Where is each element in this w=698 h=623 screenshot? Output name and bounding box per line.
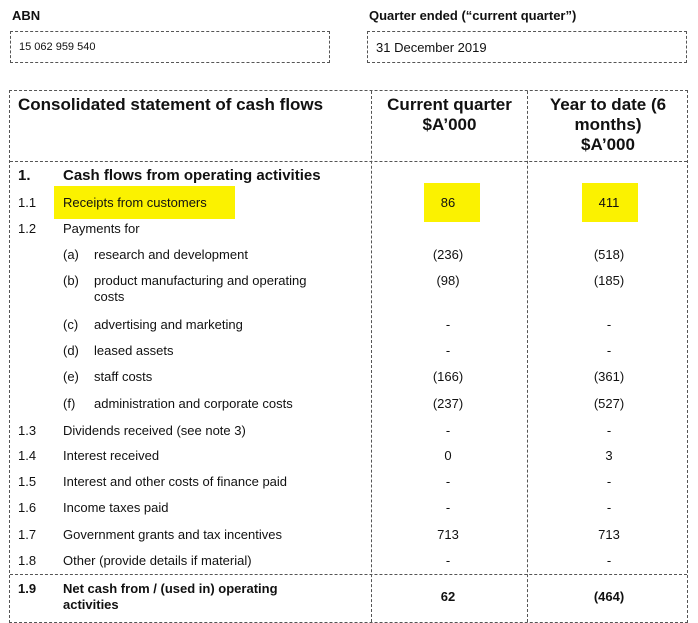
- current-quarter-value: 62: [440, 589, 456, 604]
- year-to-date-value: -: [606, 317, 612, 332]
- row-label: Receipts from customers: [63, 195, 207, 210]
- year-to-date-value: 713: [598, 527, 620, 542]
- row-number: 1.6: [18, 500, 37, 515]
- row-number: 1.4: [18, 448, 37, 463]
- column-divider: [371, 91, 372, 622]
- current-quarter-value: (166): [432, 369, 464, 384]
- year-to-date-value: -: [606, 343, 612, 358]
- row-number: 1.1: [18, 195, 37, 210]
- year-to-date-value: -: [606, 423, 612, 438]
- year-to-date-value: (464): [593, 589, 625, 604]
- quarter-field: 31 December 2019: [367, 31, 687, 63]
- current-quarter-value: -: [445, 343, 451, 358]
- highlight-receipts-cq: [424, 183, 480, 222]
- row-sub-letter: (a): [63, 247, 79, 262]
- row-label: research and development: [94, 247, 248, 262]
- current-quarter-value: (236): [432, 247, 464, 262]
- row-number: 1.8: [18, 553, 37, 568]
- highlight-receipts-ytd: [582, 183, 638, 222]
- row-number: 1.7: [18, 527, 37, 542]
- current-quarter-value: -: [445, 317, 451, 332]
- row-label: Income taxes paid: [63, 500, 169, 515]
- abn-field: 15 062 959 540: [10, 31, 330, 63]
- abn-label: ABN: [12, 8, 41, 23]
- row-sub-letter: (b): [63, 273, 79, 288]
- abn-value: 15 062 959 540: [19, 41, 96, 53]
- current-quarter-value: -: [445, 500, 451, 515]
- current-quarter-value: (98): [436, 273, 460, 288]
- current-quarter-value: -: [445, 553, 451, 568]
- cash-flow-table: Consolidated statement of cash flows Cur…: [9, 90, 688, 623]
- year-to-date-value: -: [606, 500, 612, 515]
- year-to-date-value: -: [606, 474, 612, 489]
- row-sub-letter: (e): [63, 369, 79, 384]
- current-quarter-header: Current quarter $A’000: [387, 95, 512, 134]
- row-number: 1.9: [18, 581, 37, 596]
- row-label: staff costs: [94, 369, 153, 384]
- row-label: Net cash from / (used in) operating acti…: [63, 581, 278, 612]
- section-number: 1.: [18, 167, 31, 184]
- row-number: 1.2: [18, 221, 37, 236]
- current-quarter-value: 0: [444, 448, 452, 463]
- year-to-date-value: (518): [593, 247, 625, 262]
- row-sub-letter: (c): [63, 317, 79, 332]
- row-label: advertising and marketing: [94, 317, 243, 332]
- year-to-date-value: (527): [593, 396, 625, 411]
- year-to-date-value: (361): [593, 369, 625, 384]
- row-label: Government grants and tax incentives: [63, 527, 282, 542]
- row-label: Other (provide details if material): [63, 553, 252, 568]
- table-title: Consolidated statement of cash flows: [18, 95, 324, 114]
- quarter-value: 31 December 2019: [376, 39, 487, 55]
- row-label: administration and corporate costs: [94, 396, 293, 411]
- row-label: Interest and other costs of finance paid: [63, 474, 288, 489]
- row-number: 1.3: [18, 423, 37, 438]
- current-quarter-value: 713: [437, 527, 459, 542]
- current-quarter-value: -: [445, 474, 451, 489]
- column-divider: [527, 91, 528, 622]
- year-to-date-value: 3: [605, 448, 613, 463]
- highlight-receipts-label: [54, 186, 235, 219]
- year-to-date-value: 411: [598, 195, 620, 210]
- quarter-label: Quarter ended (“current quarter”): [369, 8, 577, 23]
- year-to-date-value: (185): [593, 273, 625, 288]
- current-quarter-value: -: [445, 423, 451, 438]
- current-quarter-value: (237): [432, 396, 464, 411]
- row-label: Payments for: [63, 221, 140, 236]
- year-to-date-header: Year to date (6 months) $A’000: [549, 95, 667, 154]
- row-label: Dividends received (see note 3): [63, 423, 246, 438]
- row-label: leased assets: [94, 343, 174, 358]
- section-title: Cash flows from operating activities: [63, 167, 321, 184]
- row-sub-letter: (d): [63, 343, 79, 358]
- current-quarter-value: 86: [440, 195, 456, 210]
- row-number: 1.5: [18, 474, 37, 489]
- row-label: product manufacturing and operating cost…: [94, 273, 307, 304]
- total-separator: [10, 574, 687, 575]
- row-label: Interest received: [63, 448, 160, 463]
- header-separator: [10, 161, 687, 162]
- row-sub-letter: (f): [63, 396, 76, 411]
- year-to-date-value: -: [606, 553, 612, 568]
